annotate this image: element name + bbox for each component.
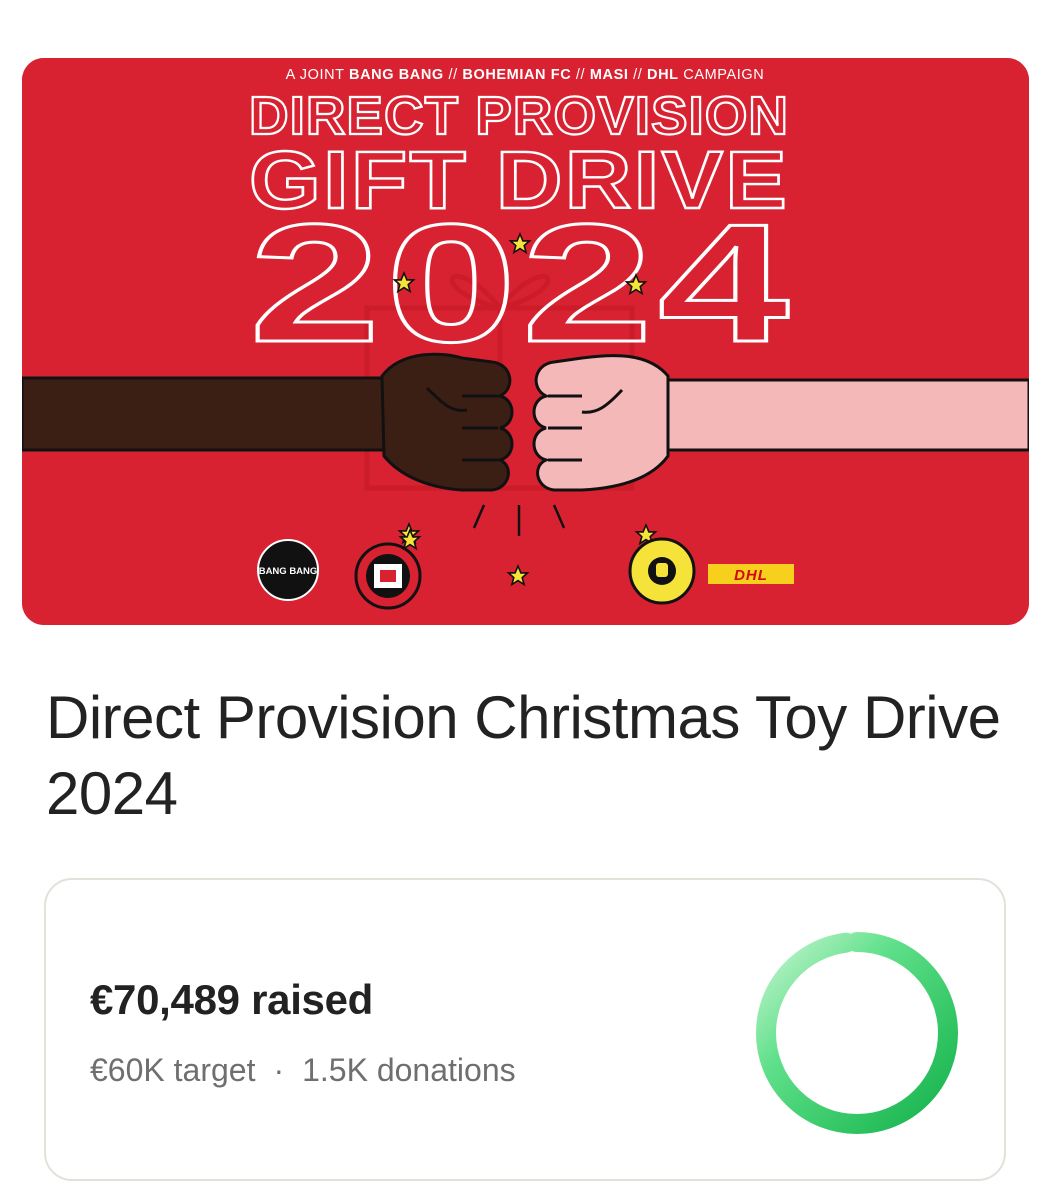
- banner-header-suffix: CAMPAIGN: [683, 67, 764, 83]
- banner-header-org-bohemian: BOHEMIAN FC: [462, 67, 571, 83]
- campaign-banner-image[interactable]: A JOINT BANG BANG // BOHEMIAN FC // MASI…: [22, 58, 1029, 625]
- target-amount: €60K target: [90, 1052, 256, 1088]
- banner-line-direct-provision: DIRECT PROVISION: [249, 86, 789, 146]
- banner-header-org-bangbang: BANG BANG: [349, 67, 444, 83]
- banner-line-gift-drive: GIFT DRIVE: [249, 135, 789, 226]
- progress-ring: [756, 932, 958, 1134]
- progress-ring-fill: [756, 932, 958, 1134]
- banner-header-org-masi: MASI: [590, 67, 629, 83]
- dhl-logo: DHL: [708, 564, 794, 584]
- dhl-logo-text: DHL: [734, 567, 768, 584]
- fundraising-meta: €60K target · 1.5K donations: [90, 1052, 516, 1089]
- fundraising-summary-card[interactable]: €70,489 raised €60K target · 1.5K donation…: [44, 878, 1006, 1181]
- bang-bang-logo: BANG BANG: [257, 539, 319, 601]
- page-title: Direct Provision Christmas Toy Drive 202…: [46, 684, 1001, 827]
- banner-header-prefix: A JOINT: [286, 67, 345, 83]
- banner-header-separator: //: [633, 67, 643, 83]
- bohemian-fc-crest: [354, 529, 422, 610]
- light-fist-illustration: [532, 354, 1029, 492]
- banner-header-org-dhl: DHL: [647, 67, 679, 83]
- meta-separator: ·: [273, 1052, 285, 1088]
- amount-raised: €70,489 raised: [90, 976, 374, 1023]
- bang-bang-logo-text: BANG BANG: [259, 566, 318, 577]
- impact-lines-decoration: [472, 504, 566, 536]
- banner-header-separator: //: [576, 67, 586, 83]
- dark-fist-illustration: [22, 352, 514, 492]
- donation-count: 1.5K donations: [302, 1052, 516, 1088]
- masi-logo: [628, 537, 696, 605]
- banner-year: 2024: [250, 189, 795, 377]
- banner-header-separator: //: [448, 67, 458, 83]
- svg-text:A JOINT BANG BANG: A JOINT BANG BANG // BOHEMIAN FC // MASI…: [286, 67, 765, 83]
